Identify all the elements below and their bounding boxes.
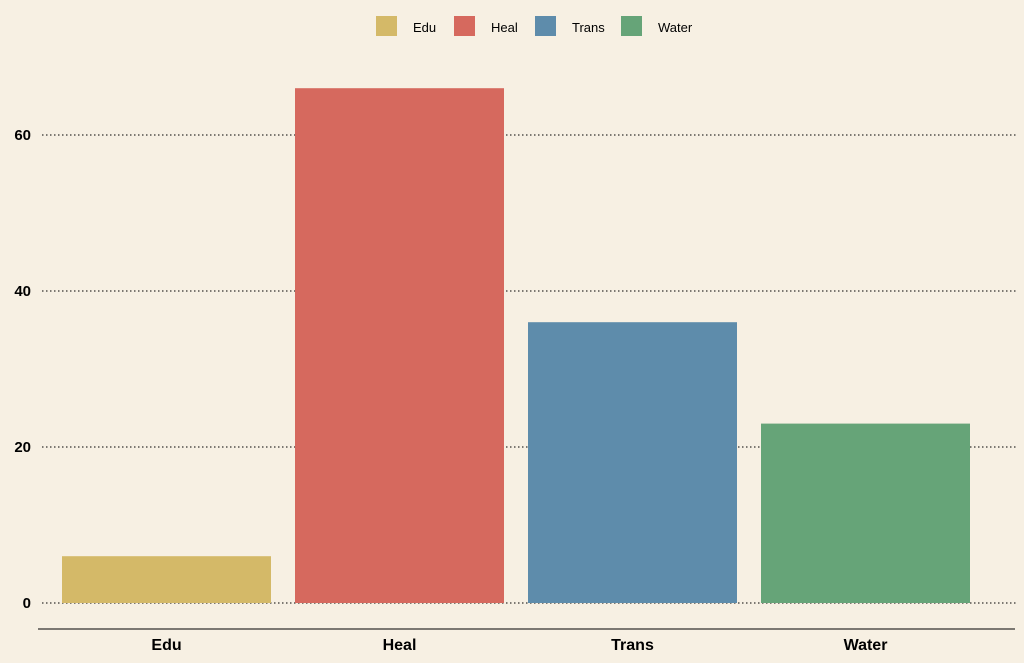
bar-edu (62, 556, 271, 603)
legend: Edu Heal Trans Water (376, 16, 693, 36)
legend-swatch-edu (376, 16, 397, 36)
axes: 0 20 40 60 Edu Heal Trans Water (14, 127, 1015, 654)
y-tick-label: 20 (14, 439, 31, 456)
bars (62, 88, 970, 603)
legend-label-edu: Edu (413, 20, 436, 35)
legend-swatch-heal (454, 16, 475, 36)
legend-swatch-trans (535, 16, 556, 36)
legend-label-water: Water (658, 20, 693, 35)
x-tick-label: Trans (611, 637, 654, 654)
bar-heal (295, 88, 504, 603)
bar-trans (528, 322, 737, 603)
y-tick-label: 40 (14, 283, 31, 300)
x-tick-label: Water (844, 637, 888, 654)
bar-water (761, 423, 970, 603)
x-tick-label: Heal (383, 637, 417, 654)
legend-label-heal: Heal (491, 20, 518, 35)
legend-swatch-water (621, 16, 642, 36)
legend-label-trans: Trans (572, 20, 605, 35)
y-tick-label: 0 (23, 595, 31, 612)
x-tick-label: Edu (151, 637, 181, 654)
y-tick-label: 60 (14, 127, 31, 144)
